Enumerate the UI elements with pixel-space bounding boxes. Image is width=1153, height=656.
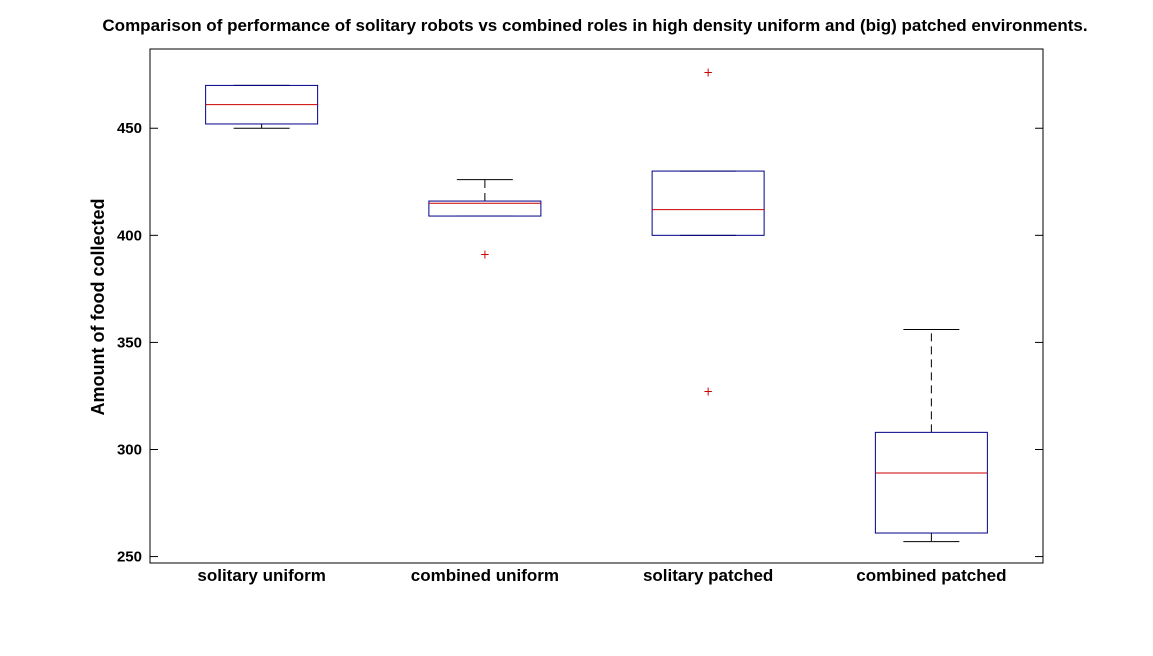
y-axis: 250 300 350 400 450 [117, 120, 1043, 566]
y-tick-label: 400 [117, 227, 142, 244]
box-group [874, 329, 988, 543]
x-tick-label: combined patched [856, 566, 1006, 585]
y-tick-label: 300 [117, 441, 142, 458]
box-group: ++ [651, 66, 765, 399]
box-group [205, 84, 319, 129]
x-axis: solitary uniform combined uniform solitary… [197, 566, 1006, 585]
box [428, 200, 542, 217]
outlier-marker: + [703, 66, 713, 80]
y-tick-label: 350 [117, 334, 142, 351]
x-tick-label: solitary uniform [197, 566, 325, 585]
chart-title: Comparison of performance of solitary ro… [102, 16, 1088, 35]
box [651, 170, 765, 236]
x-tick-label: combined uniform [411, 566, 559, 585]
boxes: +++ [205, 66, 988, 543]
y-tick-label: 450 [117, 120, 142, 137]
box [874, 431, 988, 534]
plot-area [149, 48, 1044, 564]
y-tick-label: 250 [117, 549, 142, 566]
outlier-marker: + [703, 385, 713, 399]
box-group: + [428, 179, 542, 262]
y-axis-label: Amount of food collected [88, 199, 108, 416]
x-tick-label: solitary patched [643, 566, 773, 585]
outlier-marker: + [480, 248, 490, 262]
